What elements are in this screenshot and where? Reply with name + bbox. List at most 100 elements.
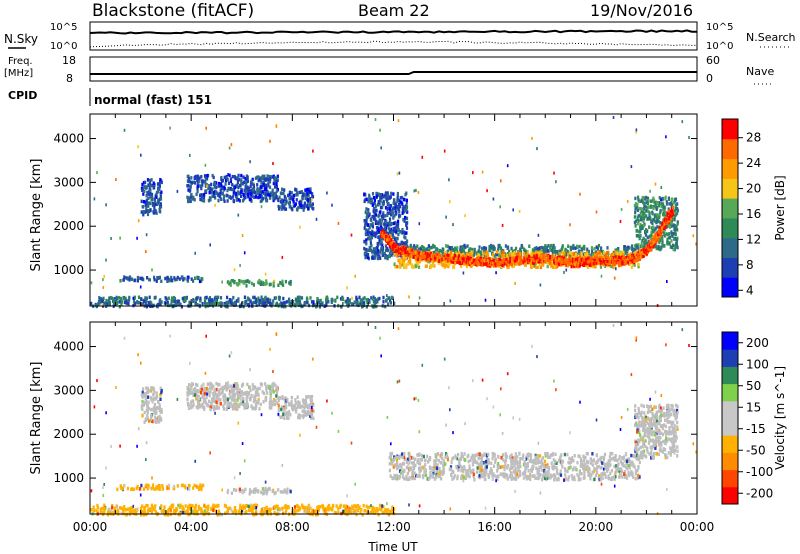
power-cell-7-219 (478, 251, 481, 255)
power-cell-5-342 (262, 301, 265, 305)
power-cell-4-39 (252, 283, 255, 287)
power-cell-1-357 (242, 180, 245, 185)
power-cell-1-211 (271, 191, 274, 195)
power-cell-1-16 (242, 199, 245, 203)
power-cell-1-265 (254, 176, 257, 180)
power-trend-cell-5-17-1 (508, 262, 511, 266)
power-trend-cell-3-26-1 (465, 262, 468, 266)
power-cell-7-98 (511, 249, 514, 254)
power-trend-cell-8-0-1 (570, 257, 573, 261)
power-cell-8-426 (546, 264, 549, 269)
power-cell-9-337 (643, 205, 646, 209)
power-cell-8-50 (465, 264, 468, 269)
velocity-cell-0-1 (154, 415, 157, 419)
power-trend-cell-0-16-0 (386, 238, 389, 242)
power-cell-5-204 (284, 304, 287, 309)
power-cell-5-334 (389, 301, 392, 305)
power-cell-5-397 (350, 302, 353, 306)
power-cell-5-476 (214, 299, 217, 303)
power-cell-6-396 (402, 217, 405, 222)
power-trend-cell-0-11-1 (384, 236, 387, 240)
power-cell-1-210 (193, 176, 196, 180)
power-cell-8-329 (556, 264, 559, 269)
power-cell-2-113 (290, 206, 293, 211)
power-cell-5-194 (160, 300, 163, 304)
power-cell-7-65 (500, 251, 503, 255)
power-trend-cell-7-18-2 (559, 259, 562, 263)
power-cell-8-337 (516, 252, 519, 257)
power-cell-7-175 (623, 245, 627, 249)
power-cell-5-132 (263, 301, 267, 305)
power-cell-6-241 (379, 195, 382, 200)
power-trend-cell-7-27-1 (568, 262, 571, 267)
power-cell-0-55 (146, 212, 150, 217)
velocity-cell-0-39 (144, 397, 147, 401)
power-noise-135 (390, 234, 392, 238)
power-cell-9-224 (673, 217, 676, 222)
power-cell-0-111 (143, 189, 146, 194)
power-cell-1-64 (276, 174, 279, 179)
power-cell-5-303 (272, 299, 275, 303)
beam-title: Beam 22 (358, 1, 430, 20)
power-trend-cell-13-22-2 (667, 211, 670, 215)
power-cell-9-120 (635, 202, 638, 206)
power-cell-5-462 (305, 296, 309, 300)
velocity-cell-0-103 (146, 404, 149, 408)
power-trend-cell-7-7-2 (551, 254, 554, 259)
power-cell-1-268 (237, 173, 240, 178)
power-cell-8-317 (396, 264, 399, 269)
power-cell-0-2 (147, 204, 150, 208)
power-trend-cell-11-17-0 (640, 255, 643, 259)
power-cell-7-311 (473, 252, 476, 256)
power-cell-9-204 (645, 209, 648, 213)
power-trend-cell-8-6-0 (576, 257, 579, 261)
power-trend-cell-4-11-1 (479, 263, 482, 267)
power-cell-6-437 (374, 247, 377, 251)
power-noise-0 (499, 205, 501, 209)
power-cell-6-299 (392, 192, 395, 196)
velocity-cell-1-51 (194, 389, 197, 393)
power-cell-5-79 (107, 302, 110, 306)
power-noise-107 (660, 186, 663, 189)
power-cell-8-491 (519, 252, 522, 256)
power-cell-9-58 (637, 214, 640, 218)
power-noise-6 (370, 296, 372, 300)
power-trend-cell-9-11-0 (603, 260, 606, 264)
power-cell-1-135 (269, 175, 272, 179)
power-cell-5-154 (279, 301, 282, 305)
power-noise-126 (312, 301, 315, 305)
power-cell-1-382 (275, 182, 278, 186)
power-cell-8-155 (621, 250, 624, 255)
power-cell-5-366 (164, 296, 167, 300)
power-cell-0-83 (146, 178, 150, 182)
power-cell-7-345 (489, 245, 492, 250)
power-trend-cell-2-3-0 (420, 257, 423, 261)
power-trend-cell-2-16-1 (433, 259, 436, 263)
power-cell-5-400 (269, 298, 272, 302)
power-cell-0-35 (140, 199, 143, 204)
power-cell-6-418 (372, 247, 375, 251)
power-cell-6-455 (395, 224, 398, 228)
power-trend-cell-1-14-0 (405, 253, 409, 257)
power-cell-5-482 (115, 296, 118, 301)
power-cell-8-52 (599, 265, 602, 269)
power-cell-9-171 (654, 244, 657, 248)
power-colorbar-ticklabel-5: 8 (746, 258, 754, 272)
power-trend-cell-5-7-2 (499, 261, 502, 265)
power-cell-9-316 (639, 217, 643, 222)
power-cell-9-312 (666, 232, 669, 237)
velocity-cell-0-89 (155, 420, 158, 424)
power-cell-8-245 (554, 265, 557, 270)
power-cell-1-232 (267, 192, 270, 197)
power-cell-9-340 (637, 234, 640, 238)
power-cell-7-79 (478, 245, 481, 249)
power-cell-5-435 (204, 304, 207, 309)
power-cell-8-116 (600, 253, 603, 258)
power-cell-1-163 (217, 198, 220, 203)
power-cell-8-445 (465, 252, 468, 256)
power-cell-6-325 (399, 243, 402, 248)
power-trend-cell-4-29-0 (492, 258, 495, 262)
power-noise-56 (386, 294, 388, 298)
power-cell-5-386 (262, 298, 265, 302)
power-cell-8-298 (619, 253, 622, 257)
